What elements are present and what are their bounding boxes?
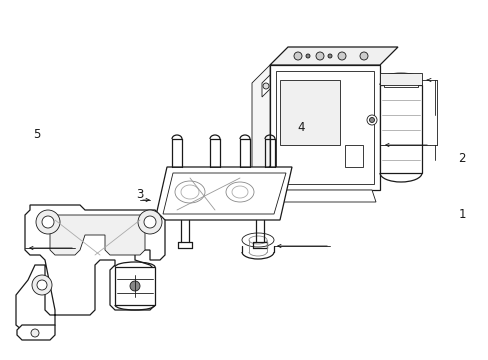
Circle shape [293,52,302,60]
Polygon shape [163,173,285,214]
Bar [379,85,421,173]
Circle shape [42,216,54,228]
Text: 2: 2 [457,152,465,165]
Circle shape [315,52,324,60]
Bar [383,77,417,87]
Bar [115,267,155,305]
Polygon shape [251,65,269,208]
Circle shape [366,115,376,125]
Circle shape [327,54,331,58]
Circle shape [130,281,140,291]
Circle shape [337,52,346,60]
Circle shape [37,280,47,290]
Circle shape [143,216,156,228]
Circle shape [36,210,60,234]
Bar [345,145,362,167]
Circle shape [305,54,309,58]
Text: 3: 3 [135,188,143,201]
Circle shape [32,275,52,295]
Bar [280,80,339,145]
Polygon shape [155,167,291,220]
Polygon shape [379,73,421,85]
Bar [269,65,379,190]
Circle shape [369,117,374,122]
Polygon shape [17,325,55,340]
Bar [275,71,373,184]
Circle shape [263,177,268,183]
Polygon shape [273,190,375,202]
Text: 5: 5 [33,129,41,141]
Circle shape [263,83,268,89]
Circle shape [31,329,39,337]
Polygon shape [262,75,269,97]
Polygon shape [16,205,164,330]
Polygon shape [50,215,145,255]
Polygon shape [262,166,269,186]
Circle shape [138,210,162,234]
Polygon shape [269,47,397,65]
Circle shape [359,52,367,60]
Text: 1: 1 [457,208,465,221]
Text: 4: 4 [296,121,304,134]
